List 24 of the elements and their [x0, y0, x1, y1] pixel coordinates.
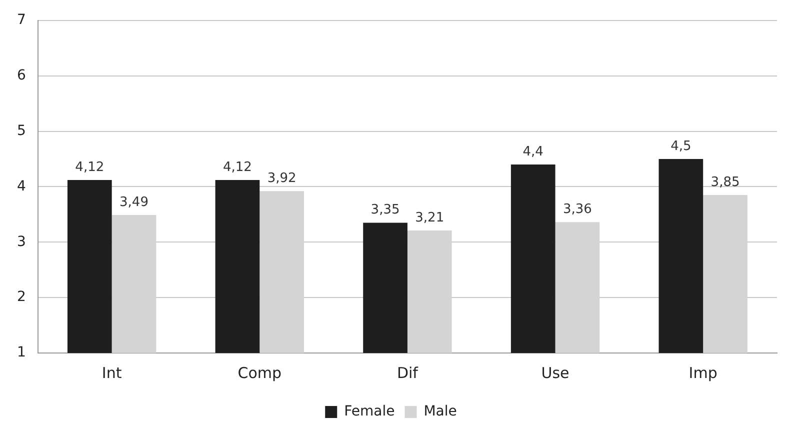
y-tick-label: 4 [16, 178, 26, 194]
data-label: 3,35 [370, 202, 400, 218]
data-label: 3,92 [267, 171, 296, 186]
data-label: 4,12 [222, 160, 252, 175]
data-label: 3,36 [562, 202, 592, 218]
data-label: 3,49 [120, 194, 148, 210]
x-tick-label: Use [541, 364, 570, 382]
y-tick-label: 7 [16, 12, 26, 28]
data-label: 3,85 [710, 174, 740, 190]
legend-label: Female [344, 404, 395, 420]
data-label: 4,12 [75, 160, 104, 175]
legend-label: Male [424, 404, 457, 420]
y-tick-label: 6 [16, 67, 26, 84]
data-label: 4,5 [670, 138, 692, 154]
y-tick-label: 2 [16, 289, 26, 306]
y-tick-label: 3 [16, 234, 26, 250]
data-label: 4,4 [522, 144, 544, 160]
x-tick-label: Int [102, 364, 122, 382]
x-tick-label: Comp [238, 364, 282, 382]
data-label: 3,21 [415, 210, 444, 226]
y-tick-label: 1 [16, 344, 26, 361]
y-tick-label: 5 [16, 122, 26, 139]
x-tick-label: Imp [688, 364, 718, 382]
x-tick-label: Dif [396, 364, 419, 382]
